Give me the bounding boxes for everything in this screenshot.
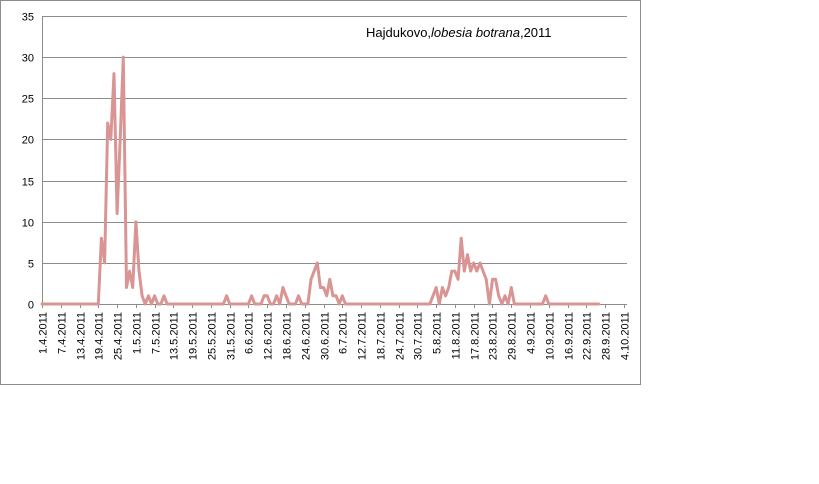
x-tick-label: 30.7.2011 <box>413 312 425 360</box>
series-layer <box>40 55 601 306</box>
x-tick-label: 22.9.2011 <box>582 312 594 360</box>
axes <box>42 16 627 308</box>
series-line <box>40 55 601 306</box>
y-axis-tick-labels: 0 5 10 15 20 25 30 35 <box>22 12 34 312</box>
x-tick-label: 18.6.2011 <box>282 312 294 360</box>
x-tick-label: 5.8.2011 <box>432 312 444 354</box>
y-tick-label: 25 <box>22 94 34 106</box>
x-tick-label: 13.4.2011 <box>76 312 88 360</box>
y-tick-label: 10 <box>22 218 34 230</box>
x-tick-label: 4.9.2011 <box>526 312 538 354</box>
x-tick-label: 18.7.2011 <box>376 312 388 360</box>
x-tick-label: 7.4.2011 <box>57 312 69 354</box>
y-tick-label: 30 <box>22 53 34 65</box>
y-tick-label: 20 <box>22 135 34 147</box>
x-tick-label: 24.6.2011 <box>301 312 313 360</box>
x-tick-label: 29.8.2011 <box>507 312 519 360</box>
x-axis-tick-labels: 1.4.2011 7.4.2011 13.4.2011 19.4.2011 25.4.2… <box>38 304 632 360</box>
x-tick-label: 30.6.2011 <box>320 312 332 360</box>
title-prefix: Hajdukovo, <box>366 25 431 40</box>
x-tick-label: 1.4.2011 <box>38 312 50 354</box>
x-tick-label: 19.5.2011 <box>188 312 200 360</box>
x-tick-label: 4.10.2011 <box>620 312 632 360</box>
y-tick-label: 35 <box>22 12 34 24</box>
title-species: lobesia botrana <box>431 25 520 40</box>
x-tick-label: 23.8.2011 <box>488 312 500 360</box>
y-tick-label: 5 <box>28 259 34 271</box>
x-tick-label: 12.7.2011 <box>357 312 369 360</box>
chart-title: Hajdukovo,lobesia botrana,2011 <box>366 25 552 40</box>
gridlines <box>42 16 627 264</box>
x-tick-label: 16.9.2011 <box>564 312 576 360</box>
x-tick-label: 13.5.2011 <box>169 312 181 360</box>
x-tick-label: 19.4.2011 <box>94 312 106 360</box>
x-tick-label: 25.5.2011 <box>207 312 219 360</box>
x-tick-label: 25.4.2011 <box>113 312 125 360</box>
x-tick-label: 10.9.2011 <box>545 312 557 360</box>
y-tick-label: 0 <box>28 300 34 312</box>
x-tick-label: 7.5.2011 <box>151 312 163 354</box>
y-tick-label: 15 <box>22 177 34 189</box>
x-tick-label: 11.8.2011 <box>451 312 463 359</box>
x-tick-label: 24.7.2011 <box>395 312 407 360</box>
x-tick-label: 31.5.2011 <box>226 312 238 360</box>
x-tick-label: 28.9.2011 <box>601 312 613 360</box>
x-tick-label: 1.5.2011 <box>132 312 144 354</box>
title-suffix: ,2011 <box>520 25 552 40</box>
x-tick-label: 17.8.2011 <box>470 312 482 360</box>
x-tick-label: 12.6.2011 <box>263 312 275 360</box>
x-tick-label: 6.6.2011 <box>244 312 256 354</box>
x-tick-label: 6.7.2011 <box>338 312 350 354</box>
